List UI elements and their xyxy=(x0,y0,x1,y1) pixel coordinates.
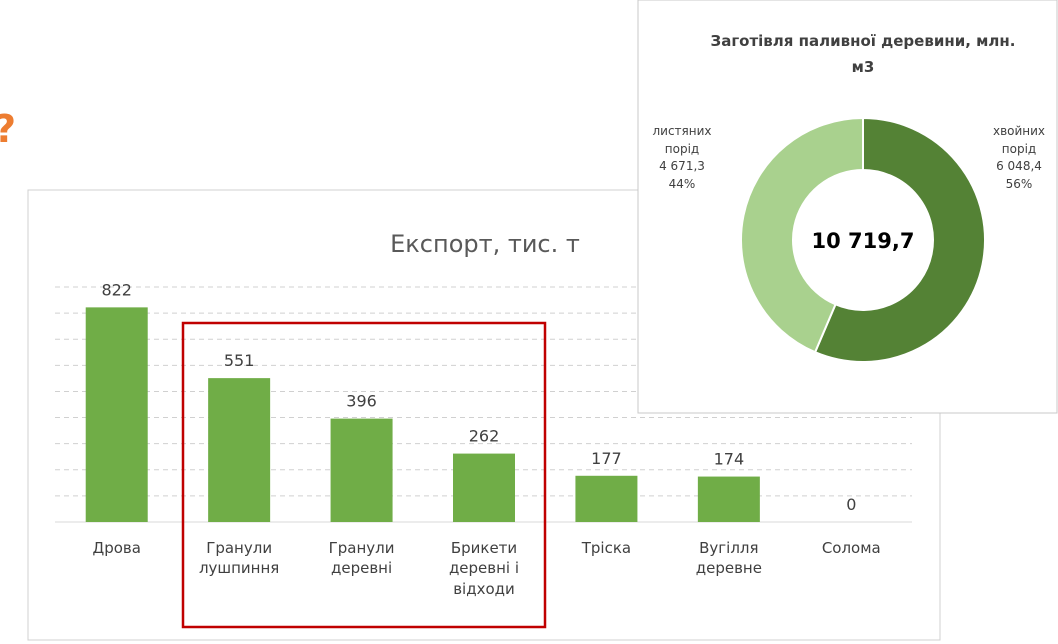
bar xyxy=(453,453,515,522)
value-label: 822 xyxy=(101,280,132,299)
value-label: 0 xyxy=(846,495,856,514)
donut-percent: 56% xyxy=(1005,177,1033,191)
donut-plot: 10 719,7 xyxy=(740,116,986,363)
bar xyxy=(697,476,760,522)
x-tick-label: Вугілля деревне xyxy=(695,539,762,578)
value-label: 551 xyxy=(224,351,255,370)
value-label: 396 xyxy=(346,392,377,411)
bar xyxy=(330,418,393,522)
bar xyxy=(208,378,271,522)
bar xyxy=(575,475,638,522)
x-tick-label: Гранули деревні xyxy=(328,539,395,578)
heading-fragment: ? xyxy=(0,107,16,151)
donut-value: 6 048,4 xyxy=(996,159,1042,173)
x-tick-label: Солома xyxy=(821,539,881,557)
donut-value: 4 671,3 xyxy=(659,159,705,173)
donut-category: листяних порід xyxy=(652,124,712,156)
x-tick-label: Тріска xyxy=(581,539,632,557)
donut-percent: 44% xyxy=(668,177,696,191)
donut-title: Заготівля паливної деревини, млн. м3 xyxy=(710,32,1016,77)
x-tick-label: Дрова xyxy=(92,539,141,557)
highlight-box xyxy=(181,321,547,629)
donut-slice xyxy=(813,116,986,363)
donut-slice xyxy=(740,116,864,354)
value-label: 262 xyxy=(469,427,500,446)
x-tick-label: Гранули лушпиння xyxy=(198,539,280,578)
bar xyxy=(85,307,148,522)
x-tick-label: Брикети деревні і відходи xyxy=(448,539,520,598)
donut-total: 10 719,7 xyxy=(812,229,915,253)
donut-category: хвойних порід xyxy=(992,124,1046,156)
value-label: 177 xyxy=(591,449,622,468)
value-label: 174 xyxy=(714,450,745,469)
bar-title: Експорт, тис. т xyxy=(390,230,580,258)
